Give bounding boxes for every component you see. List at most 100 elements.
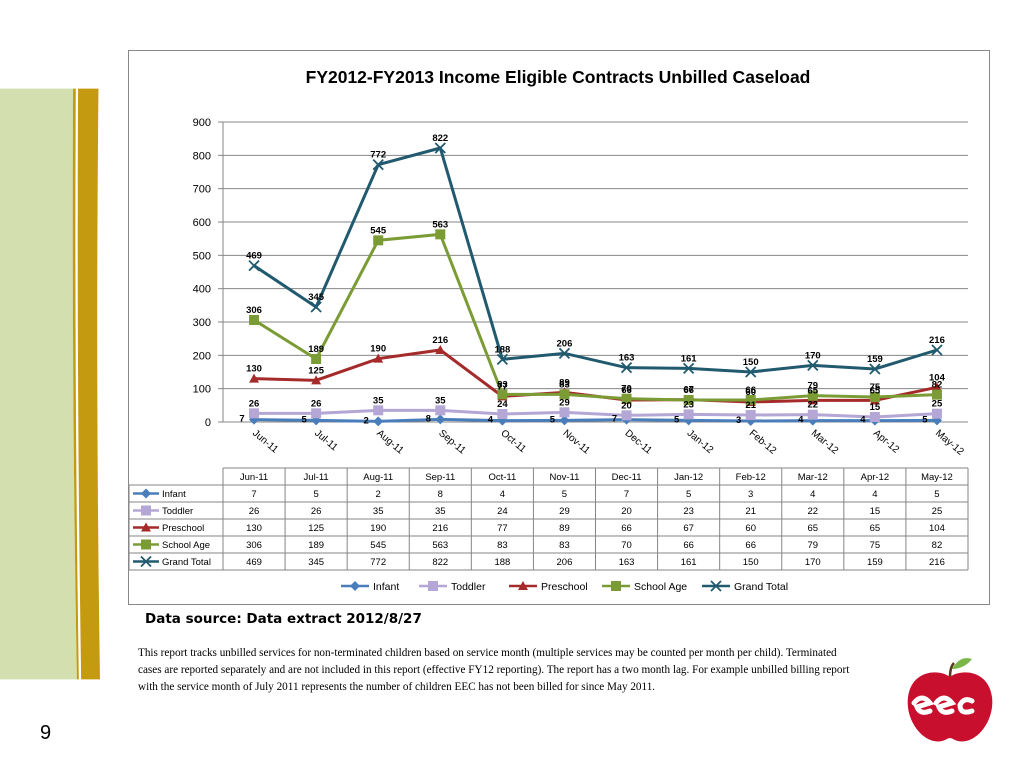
table-cell: 7 [624,489,629,500]
data-point [249,373,260,383]
table-cell: 563 [432,540,448,551]
table-series-label: Grand Total [162,557,211,568]
data-point [435,405,446,416]
data-label: 188 [494,344,510,355]
data-label: 545 [370,225,387,236]
data-point [559,389,570,400]
table-cell: 35 [373,506,384,517]
data-label: 822 [432,133,448,144]
y-tick-label: 0 [205,417,211,429]
table-cell: 161 [681,557,697,568]
x-tick-label: Feb-12 [747,428,779,457]
table-cell: 65 [870,523,881,534]
table-cell: 5 [934,489,939,500]
table-cell: 20 [621,506,632,517]
data-label: 66 [621,385,632,396]
table-cell: 159 [867,557,883,568]
table-cell: 188 [494,557,510,568]
data-label: 4 [798,415,804,426]
table-header-cell: Feb-12 [736,472,766,483]
table-cell: 216 [929,557,945,568]
y-tick-label: 700 [193,184,211,196]
data-point [434,142,446,154]
data-label: 170 [805,350,821,361]
table-cell: 79 [808,540,819,551]
y-tick-label: 600 [193,217,211,229]
data-label: 83 [497,379,508,390]
table-cell: 66 [745,540,756,551]
data-point [559,407,570,418]
stripe-gold-band [72,88,100,680]
data-label: 3 [736,415,741,426]
x-tick-label: Dec-11 [623,428,655,457]
table-cell: 25 [932,506,943,517]
data-label: 5 [301,414,307,425]
table-series-label: Preschool [162,523,204,534]
legend-label: Grand Total [734,581,788,593]
data-label: 29 [559,397,570,408]
report-note: This report tracks unbilled services for… [138,647,850,694]
data-label: 7 [612,414,617,425]
table-cell: 65 [808,523,819,534]
data-label: 8 [426,413,431,424]
x-tick-label: Aug-11 [374,428,406,457]
data-point [248,260,260,272]
line-chart: FY2012-FY2013 Income Eligible Contracts … [129,67,969,593]
data-label: 26 [249,398,260,409]
y-tick-label: 900 [193,117,211,129]
table-cell: 5 [686,489,691,500]
data-label: 20 [621,400,632,411]
data-label: 104 [929,372,946,383]
data-label: 150 [743,357,759,368]
data-point [683,395,694,405]
table-cell: 21 [745,506,756,517]
table-cell: 66 [683,540,694,551]
table-cell: 82 [932,540,943,551]
data-label: 163 [619,353,635,364]
table-cell: 29 [559,506,570,517]
data-point [497,409,508,419]
table-header-cell: May-12 [921,472,953,483]
data-label: 206 [557,338,573,349]
table-header-cell: Jul-11 [304,472,329,483]
table-cell: 66 [621,523,632,534]
table-cell: 104 [929,523,945,534]
data-point [682,362,695,374]
data-label: 60 [745,387,756,398]
data-point [559,415,570,426]
legend-label: Infant [373,581,399,593]
data-label: 35 [373,395,384,406]
table-cell: 345 [308,557,324,568]
x-tick-label: Mar-12 [809,428,841,457]
stripe-white-line [75,88,82,680]
data-label: 4 [860,415,866,426]
y-tick-label: 500 [193,250,211,262]
data-point [373,405,384,416]
table-legend-key [133,555,159,568]
eec-logo [907,658,993,742]
table-cell: 206 [557,557,573,568]
x-tick-label: Oct-11 [498,428,528,456]
legend-key-marker [428,581,438,591]
table-legend-key [133,522,159,532]
data-point [869,412,880,422]
data-point [373,235,384,246]
data-point [558,347,571,359]
data-label: 67 [683,385,694,396]
data-label: 26 [311,398,322,409]
table-cell: 469 [246,557,262,568]
series-line [253,146,938,374]
data-label: 35 [435,395,446,406]
table-cell: 8 [438,489,443,500]
series-school-age [249,229,942,405]
data-label: 159 [867,354,883,365]
table-cell: 15 [870,506,881,517]
data-label: 70 [621,384,632,395]
y-tick-label: 300 [193,317,211,329]
data-label: 5 [922,414,928,425]
series-grand-total [248,142,943,378]
table-header-cell: Apr-12 [861,472,890,483]
data-label: 161 [681,353,698,364]
data-label: 82 [932,380,943,391]
data-label: 772 [370,150,386,161]
